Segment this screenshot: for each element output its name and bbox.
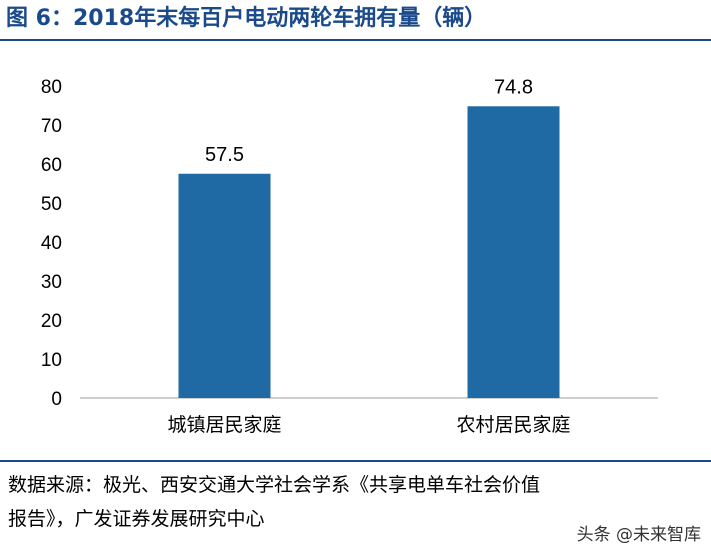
source-line-1: 数据来源：极光、西安交通大学社会学系《共享电单车社会价值 — [8, 474, 541, 496]
y-axis-ticks: 0 10 20 30 40 50 60 70 80 — [41, 77, 62, 410]
y-tick-label: 0 — [51, 389, 62, 410]
y-tick-label: 60 — [41, 155, 62, 176]
y-tick-label: 30 — [41, 272, 62, 293]
y-tick-label: 70 — [41, 116, 62, 137]
watermark: 头条 @未来智库 — [576, 525, 701, 545]
footer-divider — [0, 460, 711, 462]
source-line-2: 报告》，广发证券发展研究中心 — [8, 508, 265, 530]
bar-2 — [467, 106, 560, 398]
y-tick-label: 50 — [41, 194, 62, 215]
value-label: 74.8 — [494, 76, 533, 98]
value-labels: 57.5 74.8 — [205, 76, 533, 165]
source-note: 数据来源：极光、西安交通大学社会学系《共享电单车社会价值 报告》，广发证券发展研… — [8, 468, 698, 536]
y-tick-label: 40 — [41, 233, 62, 254]
bar-chart: 0 10 20 30 40 50 60 70 80 57.5 74.8 城镇居民家庭 农村居民家庭 — [41, 76, 658, 436]
title-divider — [0, 39, 711, 41]
category-label: 城镇居民家庭 — [167, 414, 281, 436]
bars — [178, 106, 560, 398]
y-tick-label: 80 — [41, 77, 62, 98]
x-axis-labels: 城镇居民家庭 农村居民家庭 — [167, 414, 570, 436]
y-tick-label: 10 — [41, 350, 62, 371]
value-label: 57.5 — [205, 144, 244, 166]
y-tick-label: 20 — [41, 311, 62, 332]
bar-1 — [178, 173, 271, 398]
category-label: 农村居民家庭 — [456, 414, 570, 436]
chart-title: 图 6：2018年末每百户电动两轮车拥有量（辆） — [6, 6, 487, 31]
